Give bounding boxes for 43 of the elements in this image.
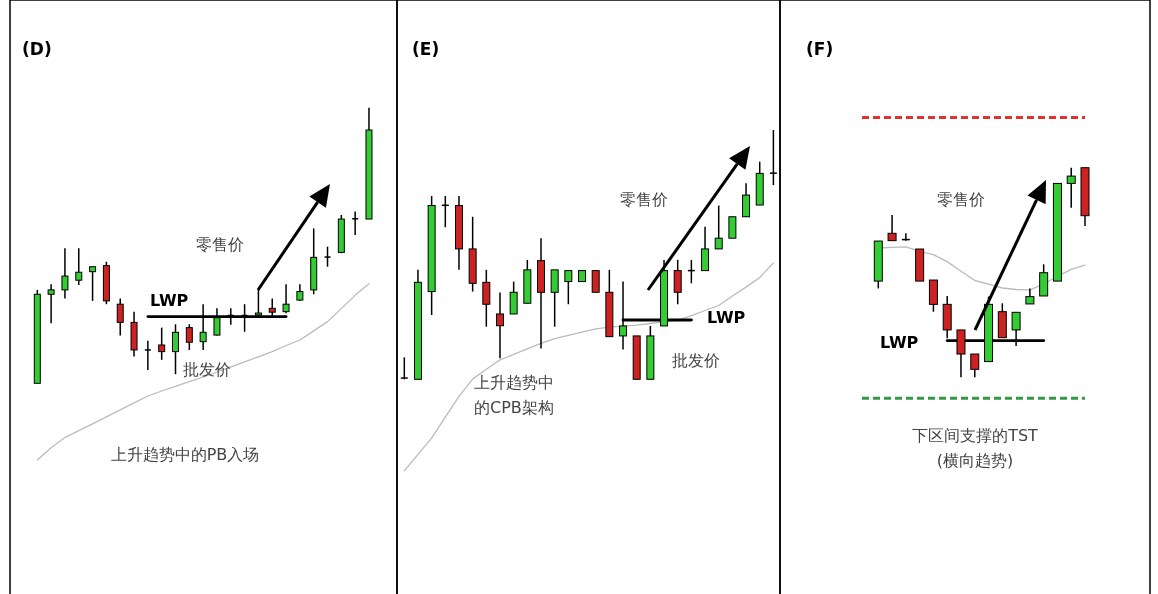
candlestick [714, 204, 723, 250]
candlestick [509, 280, 518, 315]
candlestick [1066, 166, 1076, 209]
candlestick [282, 283, 290, 315]
candlestick [728, 216, 737, 239]
candlestick [550, 269, 559, 328]
annotation: 批发价 [183, 360, 231, 379]
candlestick [495, 291, 504, 360]
candlestick [172, 323, 179, 375]
candlestick [351, 210, 359, 236]
candlestick [887, 214, 897, 242]
candlestick [61, 247, 69, 300]
annotation: 上升趋势中的CPB架构 [474, 373, 554, 417]
candlestick [591, 269, 600, 294]
candlestick [1039, 263, 1049, 297]
candlestick [564, 269, 573, 306]
annotation: 零售价 [937, 190, 985, 209]
candlestick [400, 356, 409, 381]
candlestick [970, 353, 980, 379]
chart-title: (F) [806, 39, 834, 59]
candlestick [144, 340, 152, 371]
chart-title: (E) [412, 39, 440, 59]
candlestick [75, 247, 83, 286]
chart-title: (D) [22, 39, 52, 59]
annotation: LWP [707, 308, 746, 327]
candlestick [742, 182, 751, 218]
annotation: 批发价 [672, 351, 720, 370]
candlestick [673, 259, 682, 306]
text: 上升趋势中的PB入场 [110, 445, 260, 464]
candlestick [323, 245, 332, 268]
candlestick [47, 283, 55, 324]
annotation: 零售价 [196, 235, 244, 254]
annotation: LWP [150, 291, 189, 310]
candlestick [701, 225, 710, 272]
candlestick [769, 129, 778, 186]
annotation: 零售价 [620, 190, 668, 209]
candlestick [185, 323, 193, 351]
candlestick [116, 297, 124, 337]
annotation: LWP [880, 333, 919, 352]
candlestick [158, 326, 166, 361]
text: 下区间支撑的TST (横向趋势) [912, 426, 1039, 470]
candlestick [89, 265, 97, 302]
candlestick [482, 269, 491, 328]
